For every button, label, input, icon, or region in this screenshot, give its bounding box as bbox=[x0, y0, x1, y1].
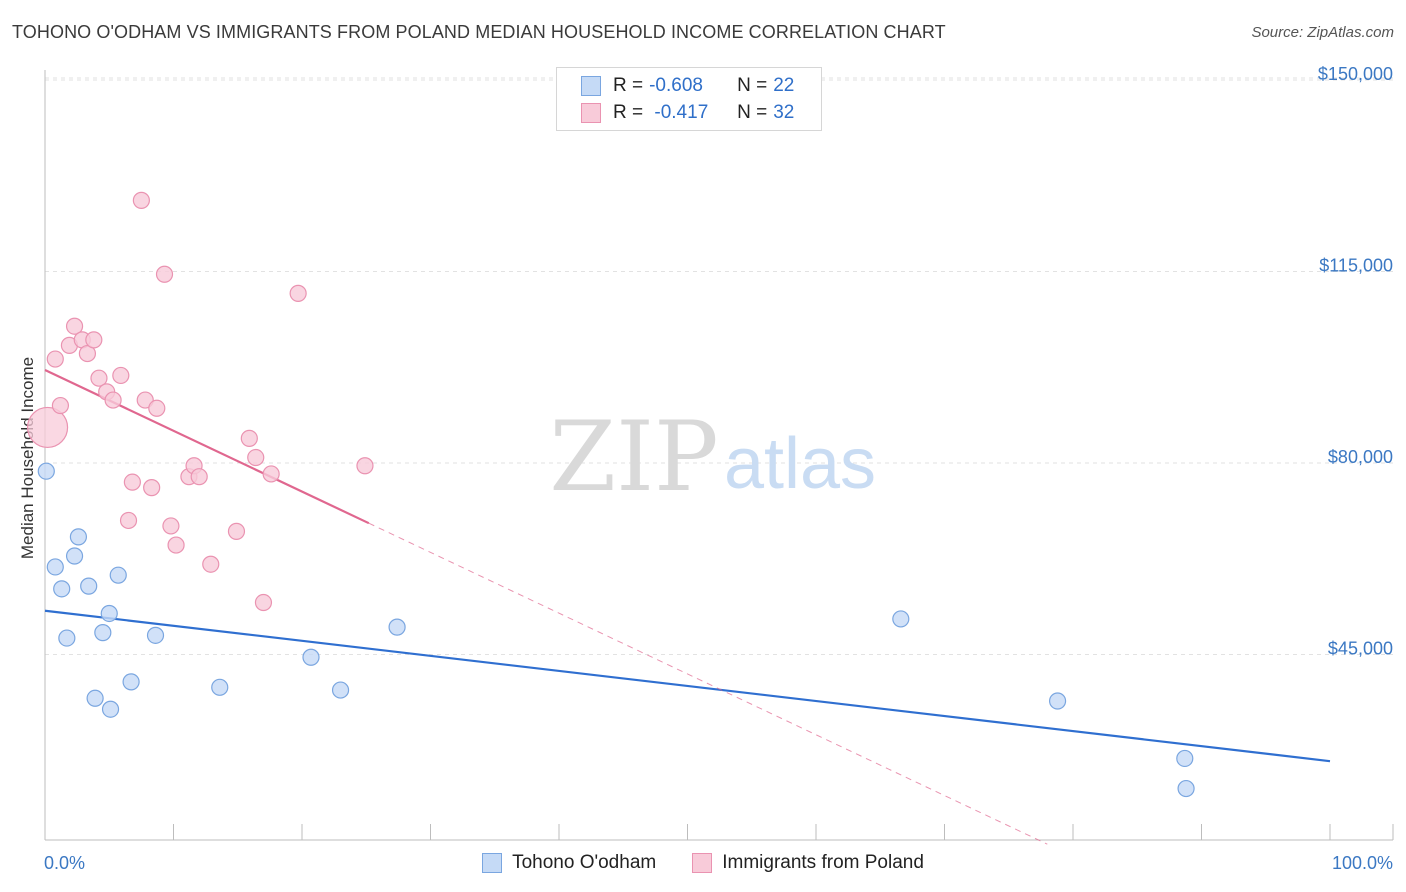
point-poland bbox=[202, 555, 220, 573]
point-poland bbox=[104, 391, 122, 409]
point-tohono bbox=[331, 681, 350, 699]
point-poland bbox=[136, 391, 154, 409]
point-poland bbox=[119, 511, 138, 530]
point-tohono bbox=[80, 577, 98, 595]
point-tohono bbox=[1177, 779, 1195, 798]
point-poland bbox=[46, 350, 64, 368]
point-poland bbox=[123, 473, 141, 491]
legend-swatch-blue bbox=[482, 853, 503, 873]
legend-r-label: R = bbox=[613, 75, 644, 96]
data-points bbox=[26, 191, 1195, 798]
legend-r-value: -0.417 bbox=[649, 102, 709, 123]
trend-line-solid bbox=[44, 609, 1331, 763]
legend-swatch-pink bbox=[581, 103, 601, 123]
point-tohono bbox=[211, 678, 229, 696]
point-tohono bbox=[1048, 692, 1067, 710]
watermark: ZIP atlas bbox=[549, 401, 876, 513]
x-tick-min: 0.0% bbox=[44, 853, 85, 873]
legend-row-poland: R = -0.417 N = 32 bbox=[581, 100, 794, 126]
point-tohono bbox=[109, 566, 127, 584]
x-tick-max: 100.0% bbox=[1332, 853, 1393, 873]
point-poland bbox=[26, 406, 69, 449]
point-tohono bbox=[101, 700, 120, 718]
y-tick-labels: $45,000 $80,000 $115,000 $150,000 bbox=[1318, 64, 1393, 659]
trend-line-solid bbox=[44, 368, 370, 525]
point-poland bbox=[143, 479, 161, 497]
legend-swatch-pink bbox=[692, 853, 713, 873]
legend-label-poland: Immigrants from Poland bbox=[722, 852, 924, 873]
point-poland bbox=[240, 429, 258, 447]
series-legend: Tohono O'odham Immigrants from Poland bbox=[0, 852, 1406, 874]
point-tohono bbox=[302, 648, 320, 666]
point-poland bbox=[112, 366, 130, 385]
point-tohono bbox=[146, 626, 165, 644]
watermark-zip: ZIP bbox=[549, 401, 718, 513]
point-poland bbox=[51, 396, 70, 415]
legend-n-value: 32 bbox=[773, 102, 795, 123]
legend-r-label: R = bbox=[613, 102, 644, 123]
y-tick-label: $80,000 bbox=[1328, 447, 1393, 467]
point-tohono bbox=[122, 673, 140, 691]
point-tohono bbox=[53, 580, 71, 598]
legend-n-value: 22 bbox=[773, 75, 795, 96]
point-poland bbox=[162, 517, 180, 535]
chart-title: TOHONO O'ODHAM VS IMMIGRANTS FROM POLAND… bbox=[12, 22, 946, 42]
point-poland bbox=[190, 468, 208, 486]
point-tohono bbox=[37, 462, 55, 480]
trend-line-extension bbox=[368, 522, 1048, 845]
point-poland bbox=[289, 284, 307, 302]
y-tick-label: $115,000 bbox=[1319, 256, 1393, 276]
point-tohono bbox=[69, 528, 88, 546]
point-tohono bbox=[100, 604, 118, 623]
point-tohono bbox=[1176, 749, 1194, 768]
point-poland bbox=[65, 317, 84, 335]
point-poland bbox=[262, 465, 280, 483]
stats-legend: R = -0.608 N = 22 R = -0.417 N = 32 bbox=[556, 67, 822, 131]
point-tohono bbox=[46, 558, 64, 576]
watermark-atlas: atlas bbox=[724, 424, 876, 504]
legend-n-label: N = bbox=[737, 75, 768, 96]
point-tohono bbox=[58, 629, 76, 647]
gridlines bbox=[45, 77, 1393, 655]
y-tick-label: $150,000 bbox=[1318, 64, 1393, 84]
legend-r-value: -0.608 bbox=[649, 75, 703, 96]
point-poland bbox=[85, 331, 103, 349]
point-poland bbox=[247, 448, 265, 467]
point-tohono bbox=[94, 624, 112, 642]
point-poland bbox=[148, 399, 166, 417]
point-poland bbox=[132, 191, 150, 209]
y-tick-label: $45,000 bbox=[1328, 639, 1393, 659]
point-poland bbox=[254, 593, 273, 612]
axes bbox=[44, 70, 1394, 841]
point-poland bbox=[167, 536, 185, 554]
legend-swatch-blue bbox=[581, 76, 601, 96]
source-label: Source: ZipAtlas.com bbox=[1251, 24, 1394, 41]
point-tohono bbox=[892, 610, 910, 628]
point-poland bbox=[356, 457, 374, 475]
legend-n-label: N = bbox=[737, 102, 768, 123]
legend-item-tohono: Tohono O'odham bbox=[482, 852, 656, 874]
point-tohono bbox=[86, 689, 104, 707]
point-poland bbox=[227, 522, 246, 540]
point-tohono bbox=[65, 547, 84, 565]
point-tohono bbox=[388, 618, 406, 636]
legend-label-tohono: Tohono O'odham bbox=[512, 852, 657, 873]
point-poland bbox=[155, 265, 174, 283]
legend-row-tohono: R = -0.608 N = 22 bbox=[581, 73, 794, 99]
point-poland bbox=[90, 369, 108, 387]
legend-item-poland: Immigrants from Poland bbox=[692, 852, 924, 874]
